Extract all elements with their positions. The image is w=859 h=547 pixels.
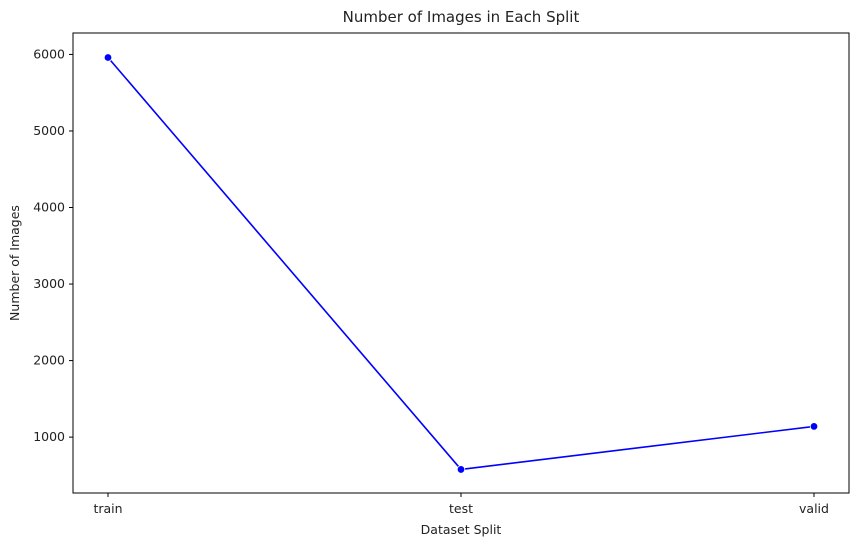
x-axis-ticks: train test valid	[93, 493, 829, 516]
data-point	[103, 53, 113, 62]
y-axis-ticks: 1000 2000 3000 4000 5000 6000	[33, 46, 73, 444]
y-tick-label: 4000	[33, 200, 65, 215]
y-axis-label: Number of Images	[7, 205, 22, 321]
series-group	[103, 53, 819, 474]
x-tick-label: valid	[799, 501, 829, 516]
x-tick-label: test	[449, 501, 473, 516]
y-tick-label: 1000	[33, 429, 65, 444]
plot-frame	[72, 32, 850, 494]
data-point	[456, 465, 466, 474]
y-tick-label: 3000	[33, 276, 65, 291]
y-tick-label: 2000	[33, 353, 65, 368]
chart-title: Number of Images in Each Split	[343, 8, 580, 26]
y-tick-label: 5000	[33, 123, 65, 138]
y-tick-label: 6000	[33, 46, 65, 61]
series-line	[107, 56, 815, 471]
x-tick-label: train	[93, 501, 122, 516]
data-point	[809, 422, 819, 431]
x-axis-label: Dataset Split	[421, 522, 502, 537]
